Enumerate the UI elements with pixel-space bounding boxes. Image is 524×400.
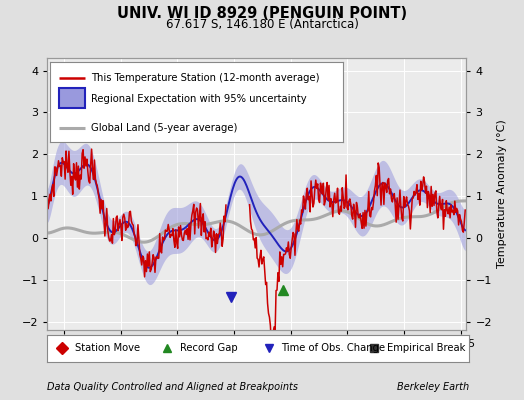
Bar xyxy=(59,88,85,108)
Text: UNIV. WI ID 8929 (PENGUIN POINT): UNIV. WI ID 8929 (PENGUIN POINT) xyxy=(117,6,407,21)
Text: Global Land (5-year average): Global Land (5-year average) xyxy=(91,122,237,133)
Text: Station Move: Station Move xyxy=(74,343,140,354)
Text: Record Gap: Record Gap xyxy=(180,343,238,354)
Text: This Temperature Station (12-month average): This Temperature Station (12-month avera… xyxy=(91,73,319,83)
Y-axis label: Temperature Anomaly (°C): Temperature Anomaly (°C) xyxy=(497,120,507,268)
Text: Time of Obs. Change: Time of Obs. Change xyxy=(281,343,385,354)
Text: 67.617 S, 146.180 E (Antarctica): 67.617 S, 146.180 E (Antarctica) xyxy=(166,18,358,31)
Text: Data Quality Controlled and Aligned at Breakpoints: Data Quality Controlled and Aligned at B… xyxy=(47,382,298,392)
Text: Berkeley Earth: Berkeley Earth xyxy=(397,382,469,392)
Text: Regional Expectation with 95% uncertainty: Regional Expectation with 95% uncertaint… xyxy=(91,94,307,104)
Text: Empirical Break: Empirical Break xyxy=(387,343,465,354)
